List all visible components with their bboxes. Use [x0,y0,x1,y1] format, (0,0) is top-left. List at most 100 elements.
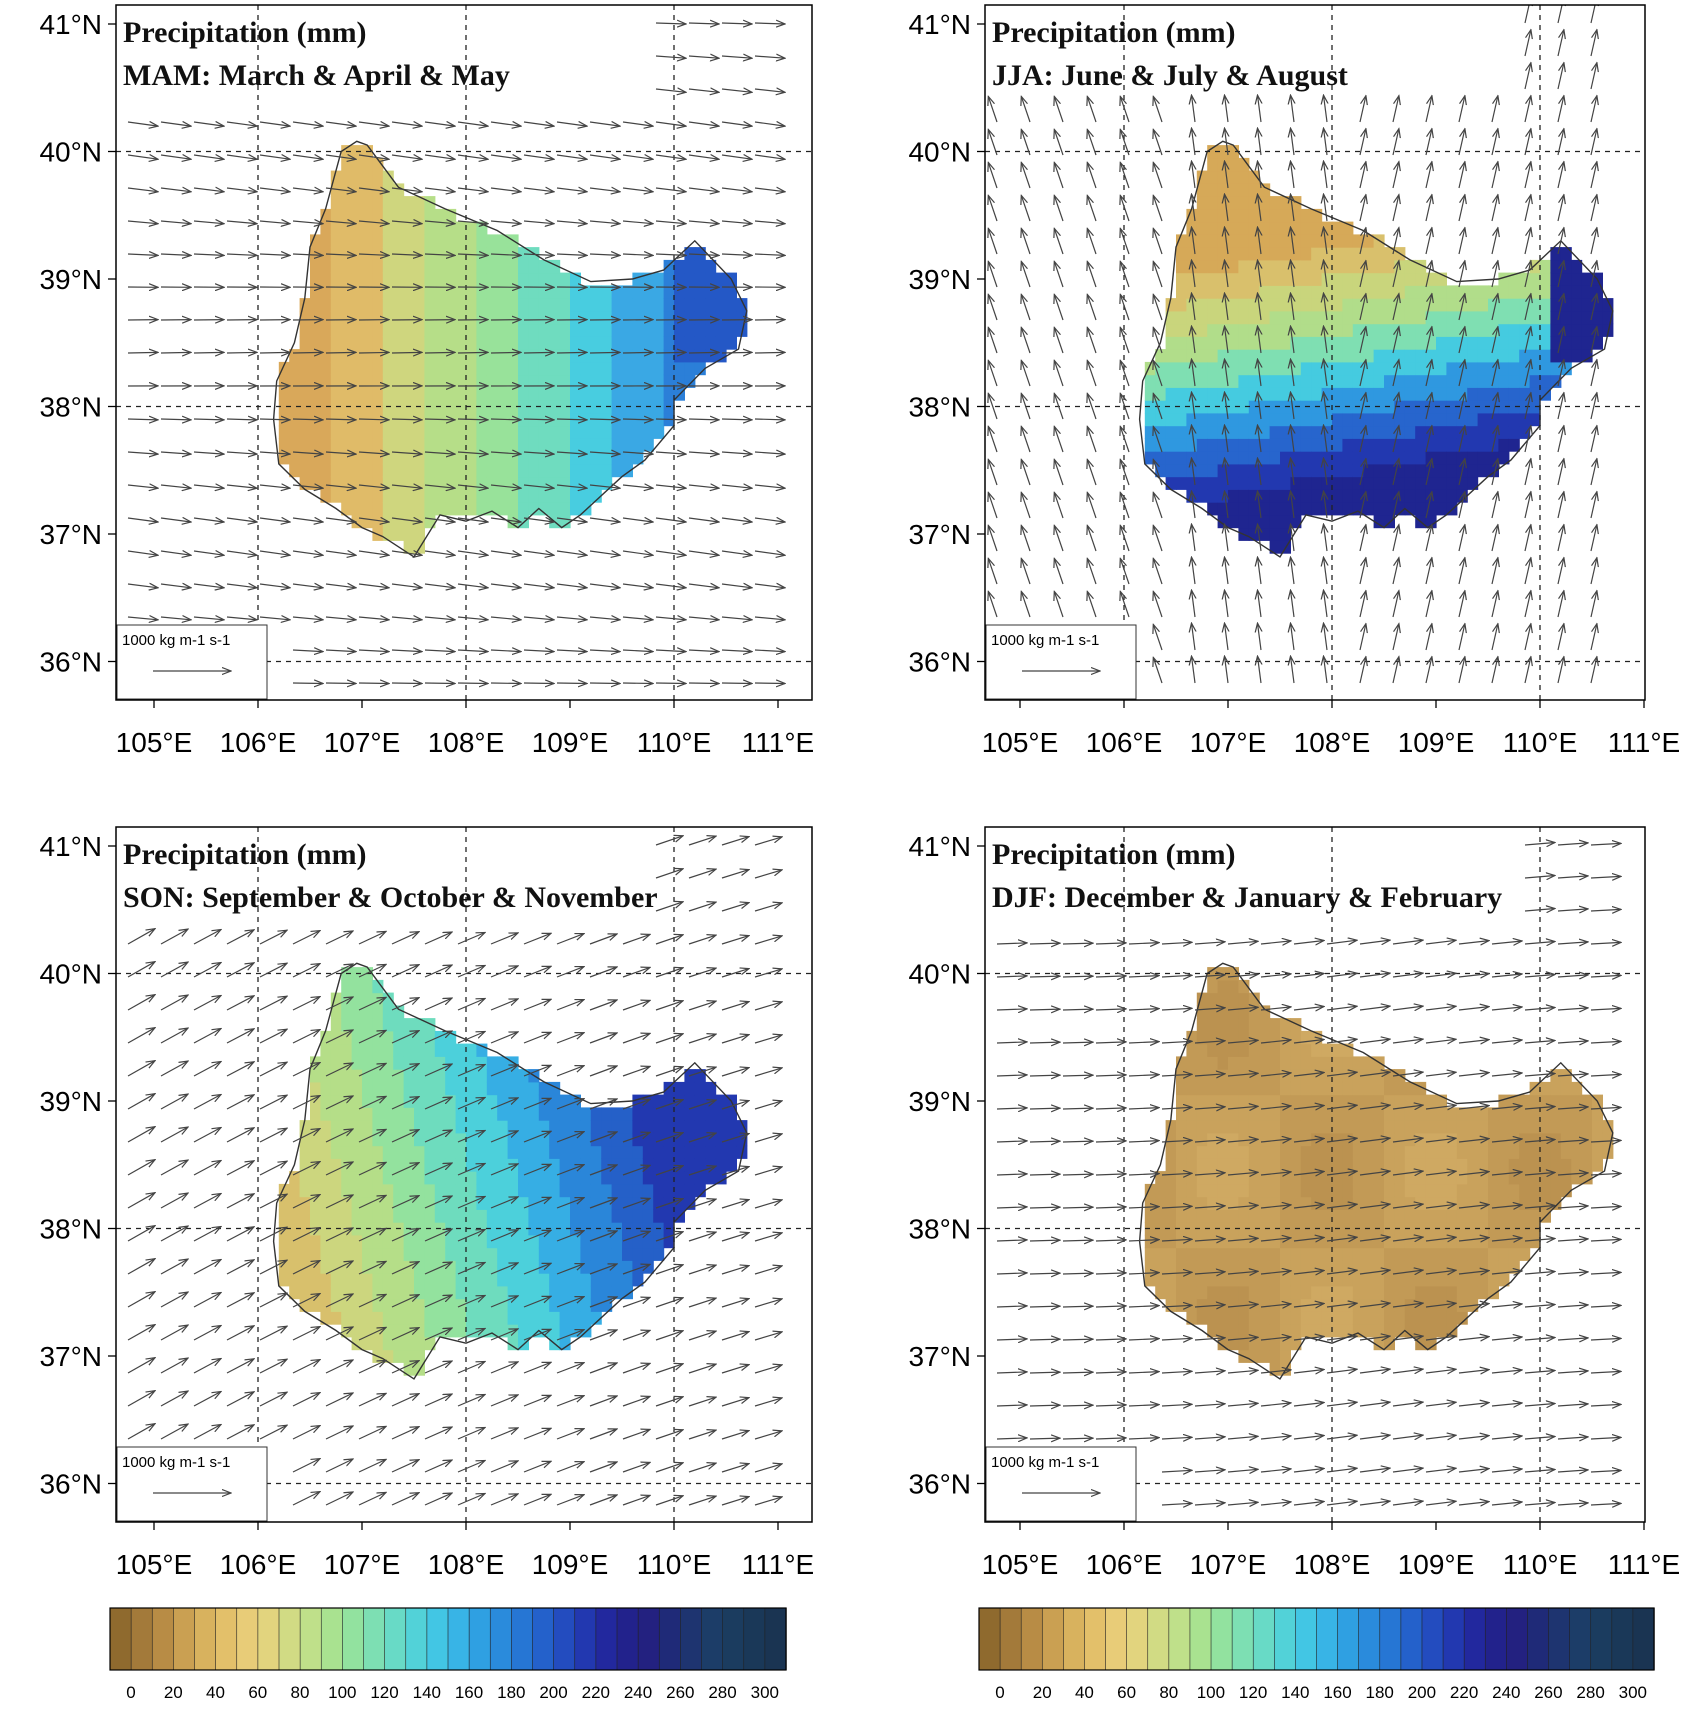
colorbar-swatch [1633,1608,1654,1670]
lon-tick-label: 108°E [1294,727,1371,758]
colorbar-tick-label: 80 [291,1683,310,1702]
panel-season-label: MAM: March & April & May [123,59,510,92]
colorbar-tick-label: 140 [1281,1683,1309,1702]
lon-tick-label: 105°E [116,1549,193,1580]
reference-vector: 1000 kg m-1 s-1 [117,1447,267,1521]
colorbar-swatch [702,1608,724,1670]
colorbar-swatch [1274,1608,1295,1670]
colorbar-swatch [342,1608,364,1670]
colorbar-swatch [680,1608,702,1670]
lon-tick-label: 110°E [1503,727,1578,758]
lat-tick-label: 38°N [39,1214,102,1245]
colorbar-swatch [173,1608,195,1670]
colorbar-tick-label: 260 [1534,1683,1562,1702]
colorbar-swatch [1549,1608,1570,1670]
colorbar-swatch [1527,1608,1548,1670]
lat-tick-label: 38°N [908,392,971,423]
panel-title: Precipitation (mm) [123,16,367,49]
reference-vector-label: 1000 kg m-1 s-1 [991,632,1099,649]
lat-tick-label: 41°N [39,831,102,862]
lat-tick-label: 41°N [908,831,971,862]
colorbar-swatch [237,1608,259,1670]
lon-tick-label: 106°E [1086,727,1163,758]
colorbar-swatch [1443,1608,1464,1670]
colorbar-swatch [1042,1608,1063,1670]
lon-tick-label: 108°E [428,1549,505,1580]
lon-tick-label: 111°E [1608,1549,1680,1580]
colorbar-swatch [638,1608,660,1670]
colorbar-swatch [1295,1608,1316,1670]
colorbar-swatch [427,1608,449,1670]
lon-tick-label: 108°E [1294,1549,1371,1580]
colorbar-swatch [1338,1608,1359,1670]
colorbar-swatch [364,1608,386,1670]
colorbar-tick-label: 160 [1323,1683,1351,1702]
lat-tick-label: 39°N [908,1086,971,1117]
lon-tick-label: 106°E [1086,1549,1163,1580]
lat-tick-label: 39°N [39,1086,102,1117]
lon-tick-label: 109°E [1398,1549,1475,1580]
lat-tick-label: 36°N [39,647,102,678]
colorbar-swatch [1211,1608,1232,1670]
colorbar-tick-label: 240 [624,1683,652,1702]
colorbar-swatch [1253,1608,1274,1670]
colorbar-tick-label: 280 [1576,1683,1604,1702]
colorbar-swatch [406,1608,428,1670]
colorbar-swatch [1591,1608,1612,1670]
colorbar-swatch [554,1608,576,1670]
colorbar-swatch [1359,1608,1380,1670]
lat-tick-label: 39°N [39,264,102,295]
colorbar-swatch [659,1608,681,1670]
map-panel-mam: 1000 kg m-1 s-1 Precipitation (mm) MAM: Ma… [39,5,814,758]
colorbar-tick-label: 300 [1619,1683,1647,1702]
lon-tick-label: 109°E [532,727,609,758]
lon-tick-label: 106°E [220,727,297,758]
colorbar-tick-label: 0 [995,1683,1004,1702]
colorbar-swatch [979,1608,1000,1670]
colorbar-swatch [1570,1608,1591,1670]
reference-vector-label: 1000 kg m-1 s-1 [122,632,230,649]
lat-tick-label: 36°N [39,1469,102,1500]
lon-tick-label: 105°E [116,727,193,758]
panel-title: Precipitation (mm) [123,838,367,871]
colorbar-swatch [1084,1608,1105,1670]
reference-vector: 1000 kg m-1 s-1 [986,625,1136,699]
lat-tick-label: 41°N [39,9,102,40]
lat-tick-label: 38°N [908,1214,971,1245]
colorbar-swatch [1190,1608,1211,1670]
lon-tick-label: 107°E [324,1549,401,1580]
colorbar-tick-label: 180 [497,1683,525,1702]
lat-tick-label: 36°N [908,1469,971,1500]
colorbar-tick-label: 40 [206,1683,225,1702]
colorbar-tick-label: 180 [1366,1683,1394,1702]
reference-vector-label: 1000 kg m-1 s-1 [991,1454,1099,1471]
colorbar-swatch [258,1608,280,1670]
colorbar-swatch [533,1608,555,1670]
colorbar-swatch [1464,1608,1485,1670]
colorbar-swatch [216,1608,238,1670]
lon-tick-label: 107°E [1190,1549,1267,1580]
colorbar-tick-label: 140 [413,1683,441,1702]
reference-vector-label: 1000 kg m-1 s-1 [122,1454,230,1471]
colorbar-swatch [1000,1608,1021,1670]
colorbar-tick-label: 260 [666,1683,694,1702]
colorbar-swatch [279,1608,301,1670]
colorbar-swatch [1148,1608,1169,1670]
colorbar-tick-label: 300 [751,1683,779,1702]
colorbar-tick-label: 120 [370,1683,398,1702]
colorbar-tick-label: 200 [539,1683,567,1702]
colorbar-swatch [1169,1608,1190,1670]
lat-tick-label: 37°N [39,1341,102,1372]
panel-season-label: DJF: December & January & February [992,881,1502,914]
reference-vector: 1000 kg m-1 s-1 [986,1447,1136,1521]
colorbar-swatch [1506,1608,1527,1670]
lat-tick-label: 37°N [908,519,971,550]
colorbar-swatch [300,1608,322,1670]
colorbar-tick-label: 80 [1159,1683,1178,1702]
lat-tick-label: 36°N [908,647,971,678]
colorbar-swatch [321,1608,343,1670]
reference-vector: 1000 kg m-1 s-1 [117,625,267,699]
lon-tick-label: 105°E [982,1549,1059,1580]
